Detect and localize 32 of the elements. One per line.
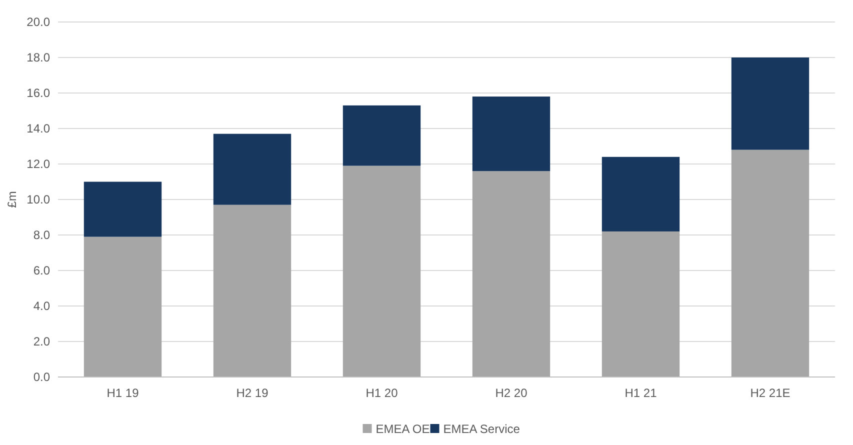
y-tick-label: 20.0 <box>26 15 50 30</box>
y-tick-label: 12.0 <box>26 157 50 172</box>
legend-label: EMEA Service <box>443 422 520 436</box>
x-tick-label: H1 20 <box>366 386 398 400</box>
bar <box>84 236 162 377</box>
x-tick-label: H2 21E <box>750 386 790 400</box>
bar <box>472 96 550 172</box>
x-tick-label: H2 20 <box>495 386 528 400</box>
y-tick-label: 2.0 <box>33 334 50 349</box>
x-tick-label: H1 19 <box>106 386 140 400</box>
bar <box>472 171 550 377</box>
y-tick-label: 16.0 <box>26 86 50 100</box>
bar <box>213 134 292 205</box>
y-tick-label: 8.0 <box>33 228 50 242</box>
y-tick-label: 18.0 <box>26 50 50 65</box>
x-tick-label: H1 21 <box>624 386 658 400</box>
y-tick-label: 0.0 <box>33 370 50 384</box>
bar <box>342 166 421 377</box>
y-tick-label: 10.0 <box>26 192 50 207</box>
y-tick-label: 6.0 <box>33 264 50 278</box>
bar <box>602 156 680 232</box>
bar <box>731 150 810 377</box>
y-tick-label: 4.0 <box>33 299 50 314</box>
legend-label: EMEA OE <box>376 422 430 436</box>
bar <box>342 105 421 166</box>
bar <box>602 231 680 377</box>
bar <box>731 58 810 150</box>
bar <box>84 182 162 237</box>
bar <box>213 204 292 377</box>
x-tick-label: H2 19 <box>236 386 269 400</box>
y-axis-title: £m <box>5 191 19 208</box>
y-tick-label: 14.0 <box>26 122 50 136</box>
